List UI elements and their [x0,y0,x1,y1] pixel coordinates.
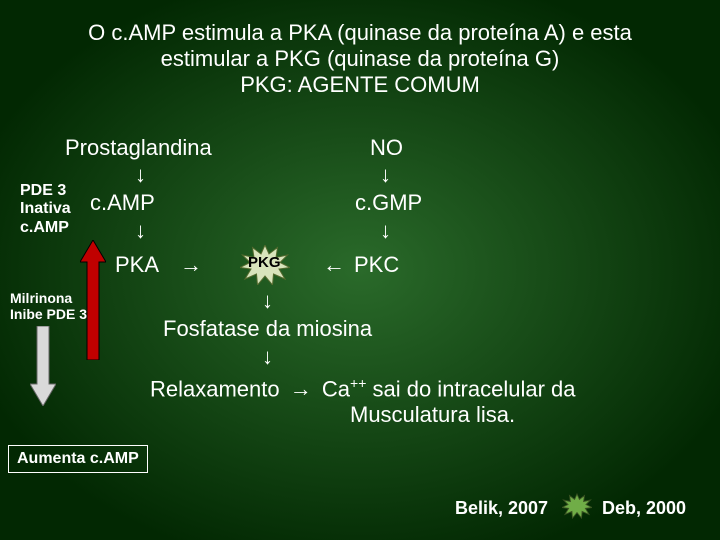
arrow-left-pkc: ← [323,252,345,278]
musculatura-label: Musculatura lisa. [350,402,515,428]
arrow-down-5: ↓ [262,288,273,314]
title-line1: O c.AMP estimula a PKA (quinase da prote… [0,20,720,46]
fosfatase-label: Fosfatase da miosina [163,316,372,342]
arrow-right-pka: → [180,252,202,278]
pde3-line2: Inativa [20,200,71,218]
ref-belik: Belik, 2007 [455,498,548,519]
arrow-down-3: ↓ [380,162,391,188]
title-block: O c.AMP estimula a PKA (quinase da prote… [0,20,720,98]
arrow-down-6: ↓ [262,344,273,370]
aumenta-box: Aumenta c.AMP [8,445,148,473]
ref-star-icon [562,493,592,519]
milrinona-line2: Inibe PDE 3 [10,306,87,322]
arrow-right-relax: → [286,376,316,401]
relax-tail: sai do intracelular da [366,376,575,401]
milrinona-block: Milrinona Inibe PDE 3 [10,290,87,322]
no-label: NO [370,135,403,161]
pkg-label: PKG [248,254,281,271]
prostaglandina-label: Prostaglandina [65,135,212,161]
relax-label: Relaxamento [150,376,280,401]
pde3-line3: c.AMP [20,219,71,237]
cgmp-label: c.GMP [355,190,422,216]
pde3-line1: PDE 3 [20,182,71,200]
slide-root: O c.AMP estimula a PKA (quinase da prote… [0,0,720,540]
relax-sup: ++ [350,375,366,391]
arrow-down-1: ↓ [135,162,146,188]
arrow-down-2: ↓ [135,218,146,244]
relax-ca: Ca [322,376,350,401]
camp-label: c.AMP [90,190,155,216]
grey-down-arrow-icon [30,326,56,411]
relax-line: Relaxamento → Ca++ sai do intracelular d… [150,375,576,402]
pkc-label: PKC [354,252,399,278]
milrinona-line1: Milrinona [10,290,87,306]
arrow-down-4: ↓ [380,218,391,244]
ref-deb: Deb, 2000 [602,498,686,519]
title-line3: PKG: AGENTE COMUM [0,72,720,98]
pka-label: PKA [115,252,159,278]
pde3-block: PDE 3 Inativa c.AMP [20,182,71,237]
title-line2: estimular a PKG (quinase da proteína G) [0,46,720,72]
